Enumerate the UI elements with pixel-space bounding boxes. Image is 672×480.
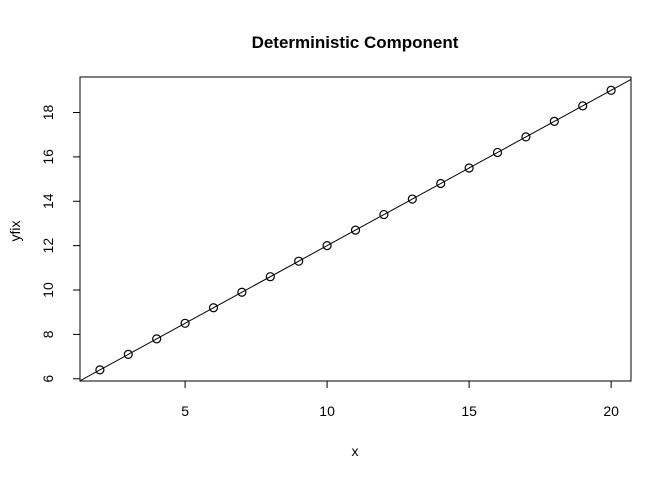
x-axis-label: x bbox=[352, 443, 359, 459]
y-tick-label: 8 bbox=[40, 330, 56, 338]
data-point bbox=[521, 132, 531, 142]
data-point bbox=[123, 349, 133, 359]
data-point bbox=[578, 101, 588, 111]
data-point bbox=[208, 303, 219, 313]
x-tick-label: 20 bbox=[603, 403, 619, 419]
data-point bbox=[379, 209, 389, 220]
y-tick-label: 10 bbox=[40, 282, 56, 298]
data-point bbox=[407, 194, 417, 204]
y-tick-label: 18 bbox=[40, 105, 56, 121]
data-point bbox=[436, 178, 446, 189]
data-point bbox=[294, 256, 304, 266]
y-tick-label: 16 bbox=[40, 149, 56, 165]
data-point bbox=[464, 163, 474, 173]
data-point bbox=[152, 334, 162, 344]
data-point bbox=[180, 318, 190, 328]
y-tick-label: 14 bbox=[40, 193, 56, 209]
plot-area: 5 10 15 20 6 8 10 12 14 16 18 bbox=[40, 76, 632, 419]
fit-line bbox=[80, 79, 631, 381]
x-tick-label: 5 bbox=[181, 403, 189, 419]
data-point bbox=[350, 225, 361, 235]
chart-title: Deterministic Component bbox=[252, 33, 459, 52]
data-point bbox=[95, 365, 105, 375]
data-point bbox=[322, 241, 332, 251]
y-tick-label: 6 bbox=[40, 375, 56, 383]
data-point bbox=[492, 147, 503, 158]
data-point bbox=[606, 85, 616, 95]
data-point bbox=[549, 116, 559, 126]
y-axis-label: yfix bbox=[7, 221, 23, 242]
plot-frame bbox=[79, 76, 632, 382]
y-tick-label: 12 bbox=[40, 238, 56, 254]
x-tick-label: 10 bbox=[319, 403, 335, 419]
data-point bbox=[237, 287, 247, 297]
data-point bbox=[265, 272, 275, 282]
x-tick-label: 15 bbox=[461, 403, 477, 419]
